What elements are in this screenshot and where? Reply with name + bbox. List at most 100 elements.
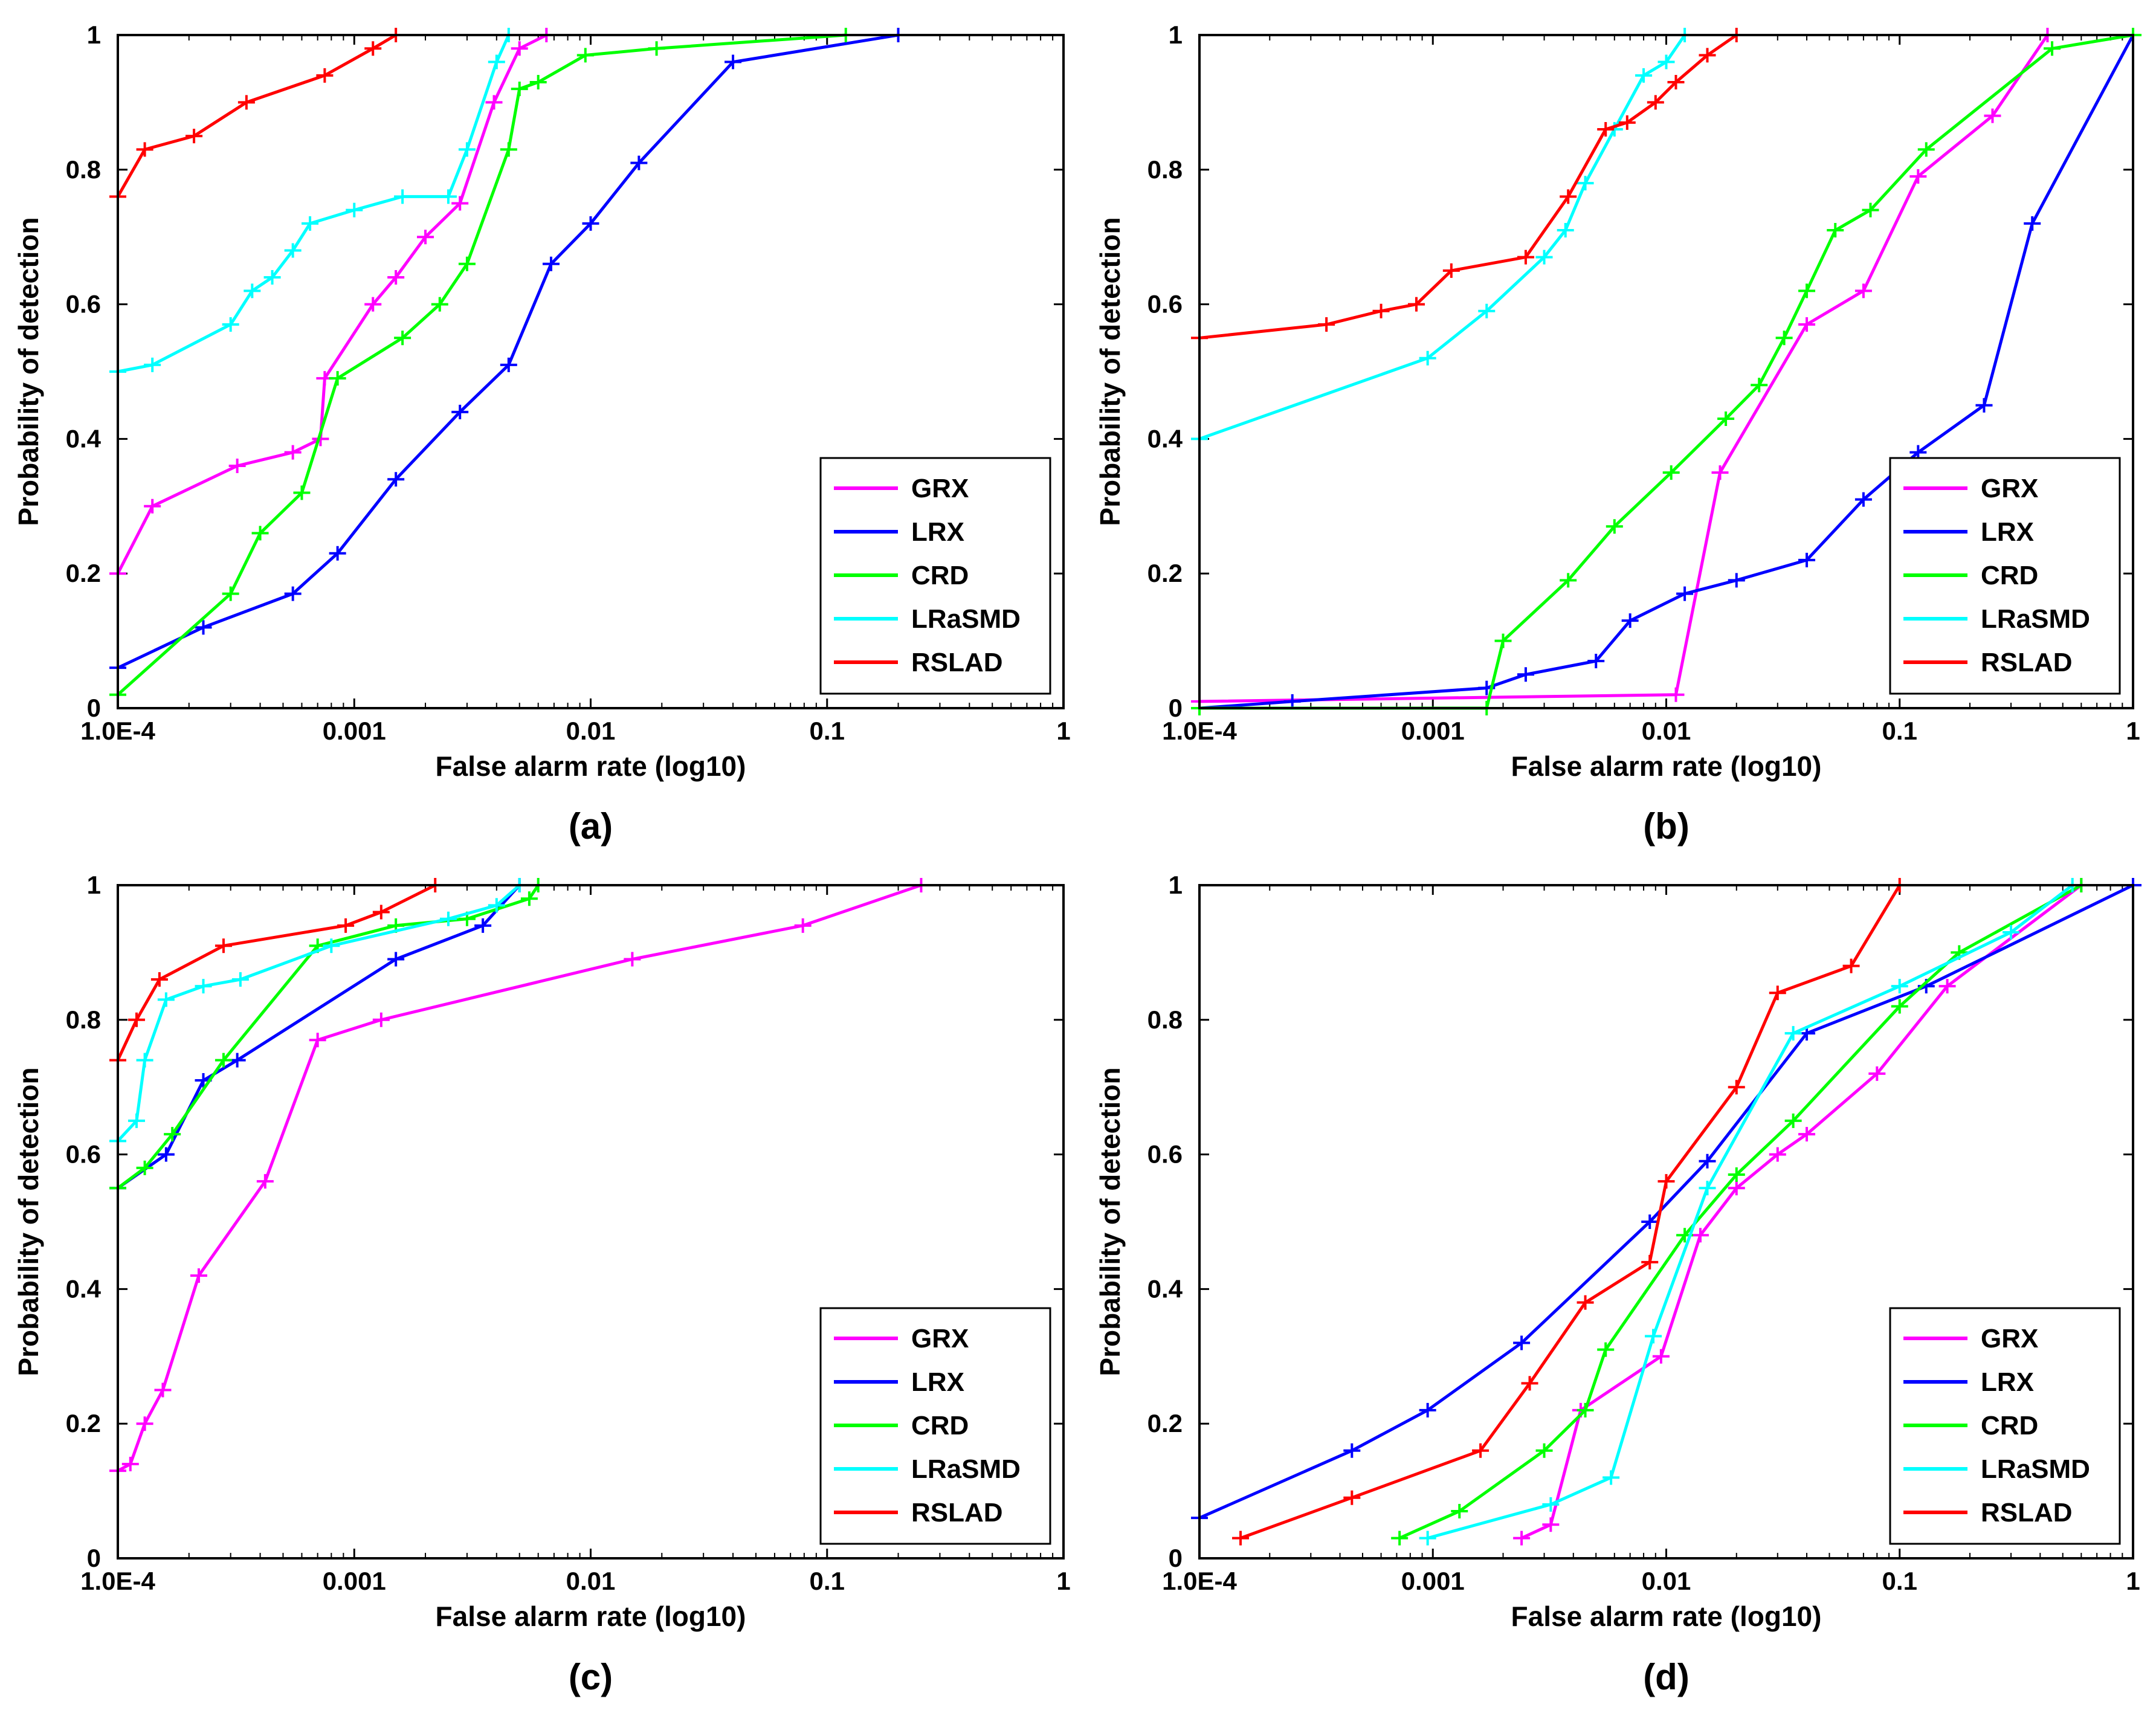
- data-point-grx: [190, 1268, 207, 1283]
- data-point-crd: [1662, 465, 1680, 480]
- data-point-grx: [284, 445, 302, 460]
- data-point-grx: [1711, 465, 1729, 480]
- chart-panel-1: 1.0E-4 0.001 0.01 0.1 1 0 0.2 0.4 0.6 0.8 1 False a…: [13, 21, 1071, 847]
- legend-label-rslad: RSLAD: [911, 648, 1003, 677]
- data-point-grx: [309, 1033, 326, 1048]
- plot-frame: [1198, 34, 2134, 709]
- data-point-lrasmd: [1645, 1329, 1662, 1344]
- data-point-grx: [1652, 1349, 1670, 1364]
- y-tick-label: 0.6: [66, 1140, 101, 1169]
- series-line-grx: [1199, 34, 2049, 703]
- y-tick-label: 0.4: [1147, 424, 1183, 453]
- data-point-grx: [1798, 317, 1816, 332]
- data-point-lrx: [725, 54, 742, 69]
- x-tick-label: 0.01: [566, 717, 616, 745]
- x-tick-label: 0.1: [810, 717, 845, 745]
- y-tick-label: 0.8: [66, 1005, 101, 1034]
- x-axis-label: False alarm rate (log10): [436, 1601, 746, 1632]
- data-point-lrx: [1728, 573, 1745, 588]
- data-point-lrx: [474, 918, 492, 933]
- data-point-crd: [164, 1127, 181, 1142]
- data-point-grx: [1938, 979, 1956, 994]
- data-point-lrasmd: [1602, 1470, 1620, 1485]
- data-point-lrx: [1517, 667, 1534, 682]
- data-point-lrasmd: [394, 189, 412, 204]
- chart-panel-2: 1.0E-4 0.001 0.01 0.1 1 0 0.2 0.4 0.6 0.8 1 False a…: [1094, 21, 2141, 847]
- data-point-lrx: [500, 357, 517, 372]
- data-point-crd: [1917, 142, 1935, 157]
- data-point-grx: [364, 297, 382, 312]
- data-point-lrasmd: [263, 270, 281, 285]
- data-point-rslad: [1699, 48, 1716, 63]
- data-point-grx: [1667, 687, 1685, 702]
- data-point-lrx: [1283, 694, 1301, 709]
- data-point-rslad: [372, 905, 390, 920]
- data-point-crd: [1451, 1504, 1468, 1519]
- data-point-grx: [256, 1174, 274, 1189]
- data-point-lrasmd: [1419, 1531, 1436, 1546]
- y-tick-label: 0: [87, 694, 101, 722]
- data-point-lrx: [1699, 1153, 1716, 1169]
- data-point-grx: [1728, 1181, 1745, 1196]
- series-line-lrasmd: [117, 884, 521, 1143]
- data-point-grx: [228, 458, 246, 473]
- data-point-crd: [1577, 1402, 1594, 1418]
- data-point-crd: [1751, 378, 1768, 393]
- data-point-lrx: [157, 1147, 175, 1162]
- series-line-lrx: [117, 33, 899, 669]
- data-point-crd: [458, 256, 476, 271]
- x-tick-label: 0.01: [1642, 717, 1691, 745]
- data-point-crd: [394, 331, 412, 346]
- data-point-crd: [1597, 1342, 1615, 1357]
- y-tick-label: 0.2: [66, 1409, 101, 1437]
- data-point-lrasmd: [458, 142, 476, 157]
- legend-label-lrx: LRX: [911, 517, 964, 547]
- data-point-lrasmd: [144, 357, 161, 372]
- data-point-lrx: [1798, 552, 1816, 567]
- x-axis-label: False alarm rate (log10): [1511, 1601, 1822, 1632]
- x-tick-label: 1.0E-4: [1162, 717, 1237, 745]
- data-point-lrx: [1854, 492, 1872, 507]
- legend-label-grx: GRX: [1981, 474, 2038, 503]
- y-tick-label: 0.2: [1147, 559, 1183, 587]
- data-point-lrasmd: [2003, 924, 2020, 940]
- data-point-lrasmd: [488, 898, 505, 913]
- data-point-grx: [511, 41, 528, 56]
- data-point-lrasmd: [195, 979, 212, 994]
- data-point-lrx: [542, 256, 560, 271]
- data-point-rslad: [1618, 115, 1636, 130]
- data-point-crd: [1560, 573, 1577, 588]
- data-point-grx: [1868, 1066, 1886, 1081]
- y-axis-label: Probability of detection: [13, 217, 44, 526]
- data-point-grx: [1513, 1531, 1531, 1546]
- data-point-crd: [1717, 411, 1735, 426]
- legend-label-crd: CRD: [1981, 1411, 2038, 1440]
- plot-frame: [1198, 884, 2134, 1560]
- y-tick-label: 0.4: [1147, 1274, 1183, 1303]
- data-point-lrx: [1419, 1402, 1436, 1418]
- data-point-lrasmd: [302, 216, 319, 231]
- data-point-crd: [1784, 1113, 1802, 1128]
- legend-label-lrx: LRX: [911, 1367, 964, 1397]
- data-point-grx: [1691, 1228, 1709, 1243]
- legend: GRX LRX CRD LRaSMD RSLAD: [1889, 1307, 2121, 1545]
- data-point-lrx: [1641, 1214, 1659, 1229]
- legend-label-grx: GRX: [911, 1324, 969, 1353]
- legend-label-lrasmd: LRaSMD: [1981, 604, 2090, 634]
- data-point-crd: [648, 41, 665, 56]
- data-point-rslad: [1560, 189, 1577, 204]
- data-point-lrasmd: [488, 54, 505, 69]
- data-point-lrasmd: [157, 992, 175, 1007]
- data-point-lrx: [387, 952, 405, 967]
- data-point-lrasmd: [127, 1113, 145, 1128]
- data-point-grx: [624, 952, 641, 967]
- plot-frame: [117, 884, 1065, 1560]
- data-point-rslad: [1769, 985, 1786, 1001]
- y-tick-label: 0.8: [1147, 1005, 1183, 1034]
- data-point-crd: [1891, 999, 1908, 1014]
- legend-label-rslad: RSLAD: [1981, 648, 2073, 677]
- legend-label-lrx: LRX: [1981, 517, 2034, 547]
- panel-label: (a): [569, 806, 613, 847]
- data-point-lrx: [1621, 613, 1639, 628]
- data-point-rslad: [1407, 297, 1425, 312]
